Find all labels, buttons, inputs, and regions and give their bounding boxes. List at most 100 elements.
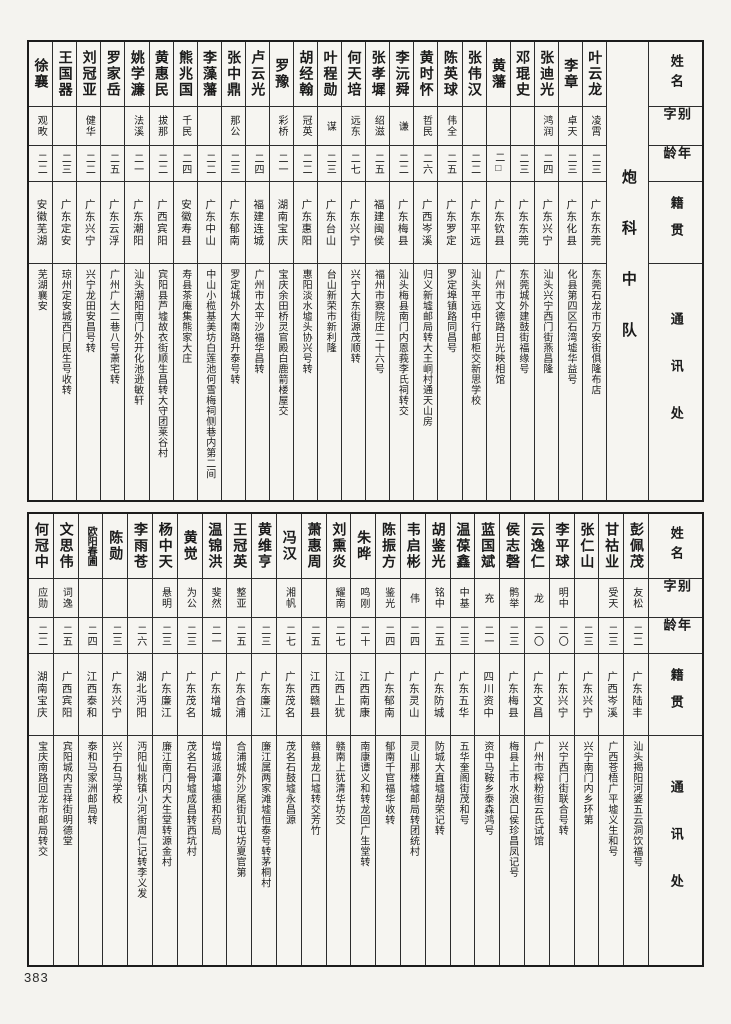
age-cell-text: 二七 xyxy=(348,152,360,175)
address-cell-text: 琼州定安城西门民生号收转 xyxy=(59,269,71,395)
address-cell: 宝庆余田桥灵官殿白鹿箭楼屋交 xyxy=(270,264,293,500)
header-label-zi-text: 别字 xyxy=(661,579,692,599)
age-cell-text: 二四 xyxy=(179,152,191,175)
courtesy-name-cell-text: 卓天 xyxy=(564,115,576,137)
roster-table-bottom: 姓名 别字 年龄 籍贯 通讯处 彭佩茂 友松 二二 广东陆丰 汕头揭阳河婆五云洞饮福号 甘祜业 受天二… xyxy=(27,512,704,967)
native-place-cell-text: 广东灵山 xyxy=(407,670,420,719)
roster-entry-column: 邓琨史 二三 广东东莞 东莞城外建鼓街福缘号 xyxy=(509,42,534,500)
native-place-cell-text: 广东钦县 xyxy=(493,198,506,247)
name-cell-text: 萧惠周 xyxy=(306,522,323,570)
name-cell: 陈振方 xyxy=(376,514,401,579)
native-place-cell-text: 江西南康 xyxy=(358,670,371,719)
roster-entry-column: 罗豫 彩桥 二一 湖南宝庆 宝庆余田桥灵官殿白鹿箭楼屋交 xyxy=(268,42,293,500)
courtesy-name-cell-text: 受天 xyxy=(605,587,617,609)
address-cell-text: 广州市太平沙福华昌转 xyxy=(251,269,263,374)
age-cell-text: 二三 xyxy=(159,624,171,647)
native-place-cell: 广东潮阳 xyxy=(125,182,149,264)
courtesy-name-cell xyxy=(128,579,153,618)
name-cell-text: 韦启彬 xyxy=(405,522,422,570)
name-cell-text: 黄觉 xyxy=(182,530,199,562)
native-place-cell: 广东防城 xyxy=(425,654,450,736)
name-cell: 朱晔 xyxy=(351,514,376,579)
address-cell: 宾阳城内吉祥街明德堂 xyxy=(54,736,78,965)
native-place-cell-text: 广东定安 xyxy=(59,198,72,247)
header-label-zi: 别字 xyxy=(649,107,702,146)
age-cell-text: 二三 xyxy=(506,624,518,647)
courtesy-name-cell xyxy=(574,579,599,618)
roster-entry-column: 熊兆国 千民 二四 安徽寿县 寿县茶庵集熊家大庄 xyxy=(172,42,197,500)
address-cell: 归义新墟邮局转大王峒村通天山房 xyxy=(414,264,437,500)
courtesy-name-cell: 远东 xyxy=(342,107,366,146)
name-cell-text: 李沅舜 xyxy=(394,50,411,98)
address-cell: 芜湖襄安 xyxy=(29,264,52,500)
address-cell: 中山小榄基美坊白莲池何雪梅祠侧巷内第二间 xyxy=(198,264,221,500)
address-cell: 汕头梅县南门内恩莪李氏祠转交 xyxy=(390,264,413,500)
courtesy-name-cell-text: 健华 xyxy=(83,115,95,137)
age-cell-text: 二一 xyxy=(276,152,288,175)
address-cell: 灵山那楼墟邮局转团统村 xyxy=(401,736,425,965)
age-cell: 二四 xyxy=(401,618,425,654)
name-cell: 侯志磬 xyxy=(500,514,525,579)
age-cell: 二二 xyxy=(390,146,414,182)
address-cell: 南康谭义和转龙回广生堂转 xyxy=(351,736,375,965)
courtesy-name-cell xyxy=(103,579,128,618)
address-cell-text: 郁南千官福华收转 xyxy=(382,741,394,825)
header-label-addr-text: 通讯处 xyxy=(668,780,684,921)
age-cell-text: 二二 xyxy=(35,152,47,175)
courtesy-name-cell: 鹘举 xyxy=(500,579,525,618)
name-cell-text: 陈振方 xyxy=(380,522,397,570)
roster-entry-column: 何冠中 应勋 二二 湖南宝庆 宝庆南路回龙市邮局转交 xyxy=(29,514,53,965)
address-cell: 防城大直墟胡荣记转 xyxy=(426,736,450,965)
section-label-text: 炮科中队 xyxy=(619,169,637,373)
roster-entry-column: 叶程勋谋二三 广东台山 台山新荣市新利隆 xyxy=(317,42,342,500)
address-cell-text: 芜湖襄安 xyxy=(35,269,47,311)
age-cell-text: 二三 xyxy=(605,624,617,647)
name-cell: 黄维亨 xyxy=(252,514,277,579)
native-place-cell-text: 广西岑溪 xyxy=(420,198,433,247)
name-cell-text: 陈勋 xyxy=(108,530,125,562)
native-place-cell-text: 广西岑溪 xyxy=(606,670,619,719)
native-place-cell-text: 安徽芜湖 xyxy=(35,198,48,247)
address-cell: 东莞石龙市万安街俱隆布店 xyxy=(583,264,606,500)
courtesy-name-cell: 湘帆 xyxy=(277,579,301,618)
age-cell-text: 二二 xyxy=(630,624,642,647)
age-cell-text: 二二 xyxy=(468,152,480,175)
courtesy-name-cell-text: 鸣刚 xyxy=(357,587,369,609)
address-cell-text: 茂名石骨墟成昌转西坑村 xyxy=(184,741,196,857)
courtesy-name-cell-text: 凌霄 xyxy=(589,115,601,137)
header-label-origin-text: 籍贯 xyxy=(668,667,684,722)
name-cell-text: 朱晔 xyxy=(356,530,373,562)
courtesy-name-cell: 伟 xyxy=(401,579,425,618)
name-cell: 文思伟 xyxy=(53,514,78,579)
address-cell: 寿县茶庵集熊家大庄 xyxy=(174,264,197,500)
native-place-cell: 广东廉江 xyxy=(153,654,177,736)
address-cell-text: 广州市榨粉街云氏试馆 xyxy=(531,741,543,846)
courtesy-name-cell: 健华 xyxy=(77,107,101,146)
age-cell: 二五 xyxy=(53,618,78,654)
roster-entry-column: 黄维亨 二三 广东廉江 廉江属两家滩墟恒泰号转茅桐村 xyxy=(251,514,277,965)
courtesy-name-cell: 龙 xyxy=(525,579,549,618)
native-place-cell-text: 广东兴宁 xyxy=(556,670,569,719)
header-label-origin: 籍贯 xyxy=(649,654,702,736)
name-cell: 李平球 xyxy=(549,514,574,579)
age-cell-text: 二一 xyxy=(209,624,221,647)
name-cell-text: 李平球 xyxy=(554,522,571,570)
address-cell: 梅县上市水浪口侯珍昌凤记号 xyxy=(500,736,524,965)
native-place-cell: 广东定安 xyxy=(53,182,77,264)
courtesy-name-cell: 谋 xyxy=(318,107,342,146)
name-cell-text: 温锦洪 xyxy=(207,522,224,570)
name-cell-text: 熊兆国 xyxy=(177,50,194,98)
age-cell: 二五 xyxy=(301,618,326,654)
courtesy-name-cell: 整亚 xyxy=(227,579,252,618)
address-cell: 沔阳仙桃镇小河街周仁记转李义发 xyxy=(128,736,152,965)
native-place-cell-text: 广东陆丰 xyxy=(630,670,643,719)
age-cell-text: 二二 xyxy=(203,152,215,175)
courtesy-name-cell: 凌霄 xyxy=(582,107,606,146)
native-place-cell-text: 广东合浦 xyxy=(234,670,247,719)
age-cell: 二二 xyxy=(29,146,53,182)
native-place-cell-text: 广东兴宁 xyxy=(348,198,361,247)
address-cell-text: 赣县龙口墟转交芳竹 xyxy=(308,741,320,836)
native-place-cell: 广东兴宁 xyxy=(103,654,128,736)
address-cell-text: 宝庆南路回龙市邮局转交 xyxy=(35,741,47,857)
native-place-cell-text: 广东兴宁 xyxy=(541,198,554,247)
